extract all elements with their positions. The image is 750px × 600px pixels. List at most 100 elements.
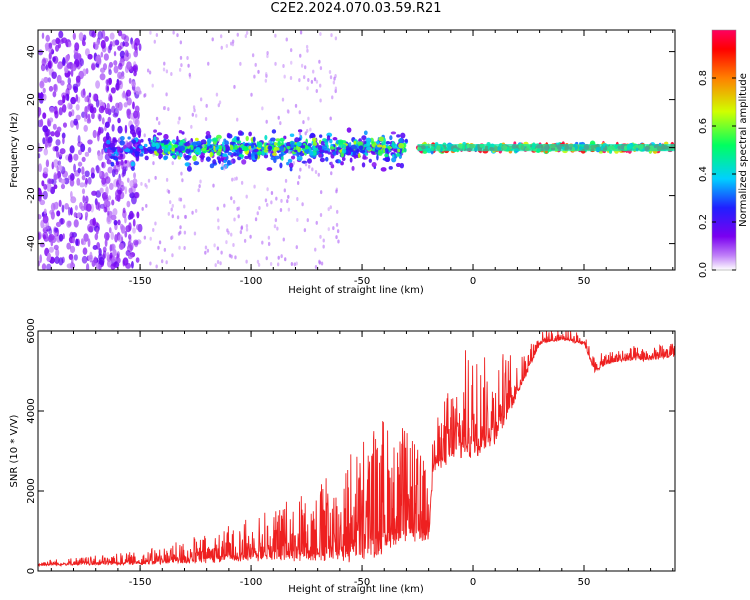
spectrogram-cell <box>217 225 220 230</box>
spectrogram-cell <box>321 145 328 150</box>
spectrogram-cell <box>160 259 164 264</box>
spectrogram-cell <box>352 151 357 156</box>
snr-ytick-label: 4000 <box>26 398 37 423</box>
spectrogram-cell <box>184 214 187 219</box>
spectrogram-cell <box>124 148 131 153</box>
spectrogram-cell <box>102 63 108 71</box>
spectrogram-cell <box>302 75 306 80</box>
spectrogram-cell <box>114 233 118 243</box>
spectrogram-cell <box>110 214 117 221</box>
spectrogram-cell <box>317 172 320 177</box>
spectrogram-cell <box>351 144 357 150</box>
spectrogram-cell <box>340 161 344 166</box>
spectrogram-cell <box>173 144 179 149</box>
spectrogram-cell <box>167 150 171 155</box>
spectrogram-cell <box>245 224 249 229</box>
spectrogram-cell <box>109 252 113 259</box>
spectrogram-cell <box>193 108 196 113</box>
spectrogram-cell <box>113 50 117 57</box>
spectrogram-cell <box>183 246 186 251</box>
spectrogram-cell <box>148 70 152 75</box>
spectrogram-cell <box>299 167 302 172</box>
spectrogram-cell <box>207 61 210 66</box>
spectrogram-cell <box>110 161 115 167</box>
spectrogram-cell <box>218 157 225 162</box>
spectrogram-cell <box>61 104 67 113</box>
spectrogram-cell <box>74 205 78 211</box>
spectrogram-cell <box>165 177 169 182</box>
spectrogram-cell <box>101 161 106 169</box>
spectrogram-cell <box>178 197 181 202</box>
spectrogram-cell <box>83 124 88 132</box>
spectrogram-cell <box>237 130 243 136</box>
spectrogram-cell <box>73 219 79 228</box>
spectrogram-cell <box>357 153 361 159</box>
spectrogram-cell <box>306 218 309 223</box>
spectrogram-cell <box>102 196 109 202</box>
spectrogram-cell <box>403 148 407 153</box>
spectrogram-cell <box>124 230 128 238</box>
spectrogram-cell <box>322 238 325 243</box>
spectrogram-cell <box>199 179 202 184</box>
spectrogram-cell <box>257 69 260 74</box>
spectrogram-cell <box>223 203 226 208</box>
spectrogram-cell <box>204 250 207 255</box>
spectrogram-cell <box>267 235 271 240</box>
spectrogram-cell <box>87 147 92 153</box>
spectrogram-cell <box>93 256 97 266</box>
spectrogram-cell <box>38 142 41 148</box>
spectrogram-cell <box>43 224 49 230</box>
spectrogram-cell <box>258 205 261 210</box>
spectrogram-cell <box>204 245 208 250</box>
spectrogram-cell <box>267 242 271 247</box>
spectrogram-cell <box>245 259 248 264</box>
spectrogram-cell <box>66 83 72 91</box>
spectrogram-cell <box>217 103 221 108</box>
snr-ytick-label: 2000 <box>26 478 37 503</box>
spectrogram-cell <box>178 141 184 146</box>
spectrogram-cell <box>43 76 49 83</box>
snr-xtick-label: 0 <box>470 577 476 588</box>
spectrogram-cell <box>183 204 186 209</box>
spectrogram-cell <box>284 257 287 262</box>
spectrogram-cell <box>225 240 228 245</box>
spectrogram-cell <box>53 84 57 91</box>
spectrogram-cell <box>123 102 128 108</box>
spectrogram-cell <box>54 256 60 264</box>
spectrogram-cell <box>325 156 329 162</box>
spectrogram-cell <box>280 254 283 259</box>
spectrogram-xtick-label: -50 <box>354 276 370 287</box>
spectrogram-cell <box>132 218 136 227</box>
spectrogram-cell <box>65 55 70 62</box>
spectrogram-cell <box>73 163 76 173</box>
spectrogram-cell <box>277 140 281 146</box>
spectrogram-cell <box>180 63 183 68</box>
spectrogram-cell <box>107 195 112 201</box>
spectrogram-cell <box>383 137 386 144</box>
spectrogram-cell <box>54 145 59 152</box>
spectrogram-cell <box>46 182 52 192</box>
spectrogram-cell <box>80 143 86 153</box>
spectrogram-cell <box>207 142 211 147</box>
spectrogram-cell <box>106 159 112 165</box>
spectrogram-cell <box>320 261 324 266</box>
spectrogram-cell <box>139 153 144 157</box>
spectrogram-cell <box>211 37 214 42</box>
spectrogram-cell <box>45 34 50 42</box>
spectrogram-cell <box>195 146 201 153</box>
spectrogram-cell <box>38 260 41 267</box>
spectrogram-cell <box>306 48 309 53</box>
spectrogram-cell <box>191 141 197 147</box>
spectrogram-cell <box>105 132 110 141</box>
spectrogram-cell <box>280 198 283 203</box>
spectrogram-cell <box>73 118 79 126</box>
spectrogram-cell <box>212 137 218 142</box>
spectrogram-cell <box>62 122 68 128</box>
spectrogram-cell <box>84 211 89 219</box>
spectrogram-cell <box>231 177 234 182</box>
spectrogram-cell <box>51 178 57 185</box>
spectrogram-cell <box>134 151 140 157</box>
spectrogram-cell <box>38 153 41 159</box>
spectrogram-cell <box>399 162 405 169</box>
